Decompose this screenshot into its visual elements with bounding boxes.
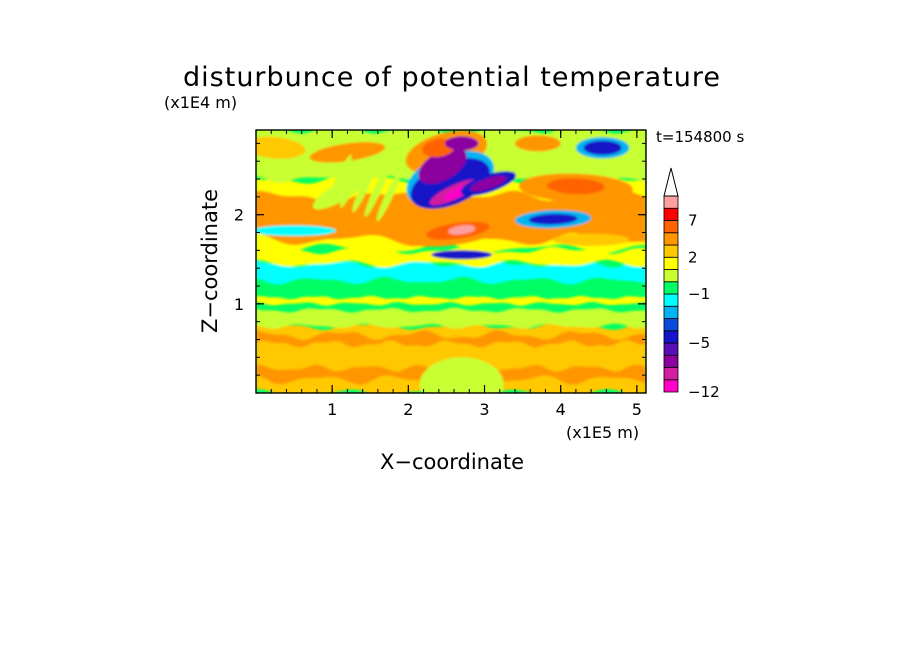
- colorbar: 7 2 −1 −5 −12: [663, 167, 720, 401]
- contour-blob-top-orange: [309, 142, 386, 163]
- contour-blob-left-orange: [256, 199, 314, 222]
- colorbar-segment: [663, 354, 679, 368]
- colorbar-segment: [663, 293, 679, 307]
- contour-blob-left-cyan: [256, 225, 336, 236]
- axis-ticks: 1 2 3 4 5 1 2: [234, 130, 646, 419]
- colorbar-label: −12: [688, 383, 720, 401]
- contour-band-lime: [256, 307, 646, 329]
- contour-streak: [328, 154, 352, 204]
- x-tick-label: 4: [556, 400, 566, 419]
- x-axis-label: X−coordinate: [380, 450, 524, 474]
- contour-blob-right-red: [547, 178, 605, 195]
- y-unit-label: (x1E4 m): [164, 93, 237, 112]
- contour-blob-arm-indigo: [470, 175, 507, 192]
- colorbar-label: 2: [688, 248, 698, 266]
- contour-band-upper-orange: [256, 190, 646, 247]
- contour-blob-right-yellow: [553, 233, 630, 246]
- contour-blob-topleft-yellow: [256, 136, 306, 159]
- contour-streak: [340, 159, 364, 208]
- plot-area: 1 2 3 4 5 1 2: [234, 129, 647, 419]
- colorbar-segment: [663, 330, 679, 344]
- colorbar-segment: [663, 367, 679, 381]
- plot-frame: [255, 129, 647, 394]
- colorbar-segment: [663, 318, 679, 332]
- colorbar-segment: [663, 269, 679, 283]
- colorbar-extend-arrow: [663, 167, 679, 197]
- x-tick-label: 1: [327, 400, 337, 419]
- colorbar-segment: [663, 232, 679, 246]
- contour-streak: [364, 168, 389, 217]
- contour-blob-top-indigo: [444, 136, 479, 151]
- contour-field: [256, 130, 646, 393]
- y-tick-label: 1: [234, 295, 244, 314]
- chart-title: disturbunce of potential temperature: [183, 62, 721, 93]
- x-tick-label: 3: [479, 400, 489, 419]
- colorbar-segment: [663, 342, 679, 356]
- colorbar-label: −5: [688, 334, 710, 352]
- y-axis-label: Z−coordinate: [198, 189, 222, 333]
- contour-fill-group: [256, 130, 646, 393]
- colorbar-segment: [663, 256, 679, 270]
- time-label: t=154800 s: [656, 128, 744, 146]
- colorbar-segment: [663, 195, 679, 209]
- contour-blob-bottom-green: [419, 357, 504, 393]
- colorbar-segment: [663, 281, 679, 295]
- contour-band-cyan: [256, 259, 646, 285]
- x-tick-label: 2: [403, 400, 413, 419]
- contour-blob-tongue-blue: [431, 250, 493, 260]
- contour-streak: [376, 172, 401, 222]
- y-tick-label: 2: [234, 206, 244, 225]
- colorbar-label: 7: [688, 212, 698, 230]
- contour-blob-topright-orange: [514, 135, 561, 152]
- colorbar-segment: [663, 244, 679, 258]
- colorbar-segment: [663, 379, 679, 393]
- colorbar-segment: [663, 207, 679, 221]
- contour-streak: [352, 163, 376, 213]
- contour-band-thin-yellow: [256, 295, 646, 306]
- x-unit-label: (x1E5 m): [566, 423, 639, 442]
- contour-band-lower-yellow-inner: [256, 340, 646, 372]
- colorbar-segment: [663, 220, 679, 234]
- colorbar-segment: [663, 305, 679, 319]
- contour-blob-tongue-pink: [448, 225, 476, 235]
- x-tick-label: 5: [632, 400, 642, 419]
- colorbar-label: −1: [688, 285, 710, 303]
- contour-blob-topright-blue: [583, 140, 622, 155]
- contour-blob-right-blue: [528, 213, 578, 225]
